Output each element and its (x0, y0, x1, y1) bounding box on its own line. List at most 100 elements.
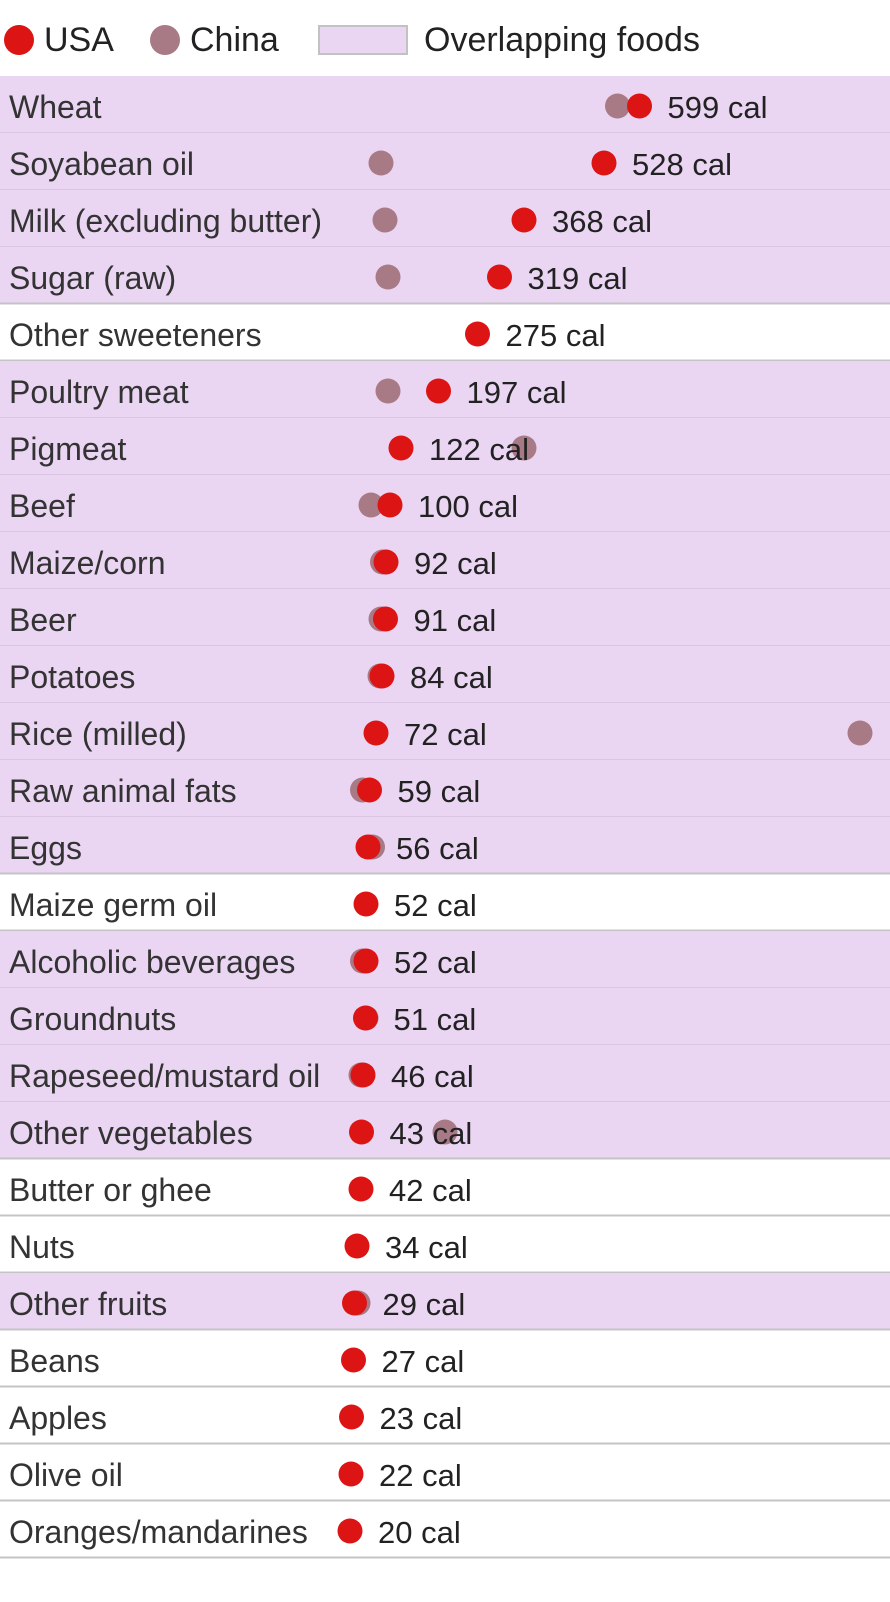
overlap-band (0, 1273, 890, 1330)
overlap-band (0, 1045, 890, 1102)
usa-value-label: 528 cal (632, 147, 732, 182)
usa-value-label: 122 cal (429, 432, 529, 467)
usa-value-label: 197 cal (467, 375, 567, 410)
chart-row: Beer 91 cal (0, 589, 890, 646)
usa-dot (487, 264, 512, 290)
china-dot (372, 207, 398, 233)
overlap-band (0, 931, 890, 988)
usa-dot (344, 1233, 370, 1259)
food-label: Beef (9, 488, 75, 524)
food-label: Oranges/mandarines (9, 1514, 308, 1550)
china-dot (358, 492, 384, 518)
usa-value-label: 599 cal (668, 90, 768, 125)
usa-value-label: 91 cal (414, 603, 497, 638)
china-dot (375, 264, 401, 290)
food-label: Maize/corn (9, 545, 166, 581)
food-label: Rice (milled) (9, 716, 187, 752)
legend-overlap-label: Overlapping foods (424, 21, 700, 59)
chart-row: Sugar (raw) 319 cal (0, 247, 890, 305)
chart-row: Wheat 599 cal (0, 76, 890, 133)
usa-dot (350, 1062, 376, 1088)
food-label: Milk (excluding butter) (9, 203, 322, 239)
legend-overlap-swatch (318, 25, 408, 55)
chart-row: Other sweeteners 275 cal (0, 317, 890, 362)
chart-row: Beans 27 cal (0, 1343, 890, 1388)
usa-dot (337, 1518, 363, 1544)
usa-dot (627, 93, 652, 119)
usa-dot (465, 321, 490, 347)
food-label: Poultry meat (9, 374, 189, 410)
chart-row: Milk (excluding butter) 368 cal (0, 190, 890, 247)
food-label: Beans (9, 1343, 100, 1379)
chart-row: Maize/corn 92 cal (0, 532, 890, 589)
chart-row: Groundnuts 51 cal (0, 988, 890, 1045)
usa-dot (353, 1005, 378, 1031)
overlap-band (0, 190, 890, 247)
chart-row: Alcoholic beverages 52 cal (0, 931, 890, 988)
legend-usa-dot (4, 25, 34, 55)
usa-dot (388, 435, 414, 461)
legend-item-usa: USA (4, 20, 114, 60)
food-label: Other sweeteners (9, 317, 262, 353)
food-label: Rapeseed/mustard oil (9, 1058, 320, 1094)
food-label: Sugar (raw) (9, 260, 176, 296)
china-dot (432, 1119, 458, 1145)
chart-row: Olive oil 22 cal (0, 1457, 890, 1502)
overlap-band (0, 817, 890, 874)
chart-row: Beef 100 cal (0, 475, 890, 532)
usa-value-label: 52 cal (394, 888, 477, 923)
usa-value-label: 43 cal (390, 1116, 473, 1151)
usa-dot (339, 1404, 364, 1430)
china-dot (375, 378, 401, 404)
usa-dot (373, 606, 398, 632)
dot-chart: Wheat 599 cal Soyabean oil 528 cal Milk (exc… (0, 76, 890, 1559)
food-label: Other vegetables (9, 1115, 253, 1151)
food-label: Soyabean oil (9, 146, 194, 182)
overlap-band (0, 247, 890, 304)
usa-value-label: 42 cal (389, 1173, 472, 1208)
overlap-band (0, 76, 890, 133)
chart-row: Other vegetables 43 cal (0, 1102, 890, 1160)
usa-dot (353, 891, 379, 917)
food-label: Groundnuts (9, 1001, 176, 1037)
usa-dot (338, 1461, 364, 1487)
chart-row: Poultry meat 197 cal (0, 361, 890, 418)
food-label: Wheat (9, 89, 102, 125)
china-dot (368, 150, 394, 176)
food-label: Alcoholic beverages (9, 944, 295, 980)
chart-row: Apples 23 cal (0, 1400, 890, 1445)
food-label: Beer (9, 602, 77, 638)
chart-row: Other fruits 29 cal (0, 1273, 890, 1331)
usa-dot (373, 549, 399, 575)
usa-dot (591, 150, 617, 176)
overlap-band (0, 703, 890, 760)
chart-row: Maize germ oil 52 cal (0, 887, 890, 932)
legend-item-overlap: Overlapping foods (318, 20, 700, 60)
overlap-band (0, 760, 890, 817)
food-label: Other fruits (9, 1286, 167, 1322)
usa-value-label: 275 cal (506, 318, 606, 353)
chart-row: Pigmeat 122 cal (0, 418, 890, 475)
overlap-band (0, 589, 890, 646)
usa-value-label: 29 cal (383, 1287, 466, 1322)
usa-value-label: 100 cal (418, 489, 518, 524)
usa-dot (426, 378, 451, 404)
usa-value-label: 20 cal (378, 1515, 461, 1550)
food-label: Eggs (9, 830, 82, 866)
overlap-band (0, 475, 890, 532)
legend-usa-label: USA (44, 21, 114, 59)
usa-dot (342, 1290, 367, 1316)
legend-china-dot (150, 25, 180, 55)
chart-row: Butter or ghee 42 cal (0, 1172, 890, 1217)
legend-china-label: China (190, 21, 279, 59)
chart-row: Raw animal fats 59 cal (0, 760, 890, 817)
usa-value-label: 34 cal (385, 1230, 468, 1265)
food-label: Raw animal fats (9, 773, 237, 809)
usa-dot (369, 663, 395, 689)
chart-row: Rice (milled) 72 cal (0, 703, 890, 760)
usa-value-label: 56 cal (396, 831, 479, 866)
usa-value-label: 22 cal (379, 1458, 462, 1493)
usa-dot (353, 948, 379, 974)
usa-value-label: 46 cal (391, 1059, 474, 1094)
usa-value-label: 23 cal (380, 1401, 463, 1436)
